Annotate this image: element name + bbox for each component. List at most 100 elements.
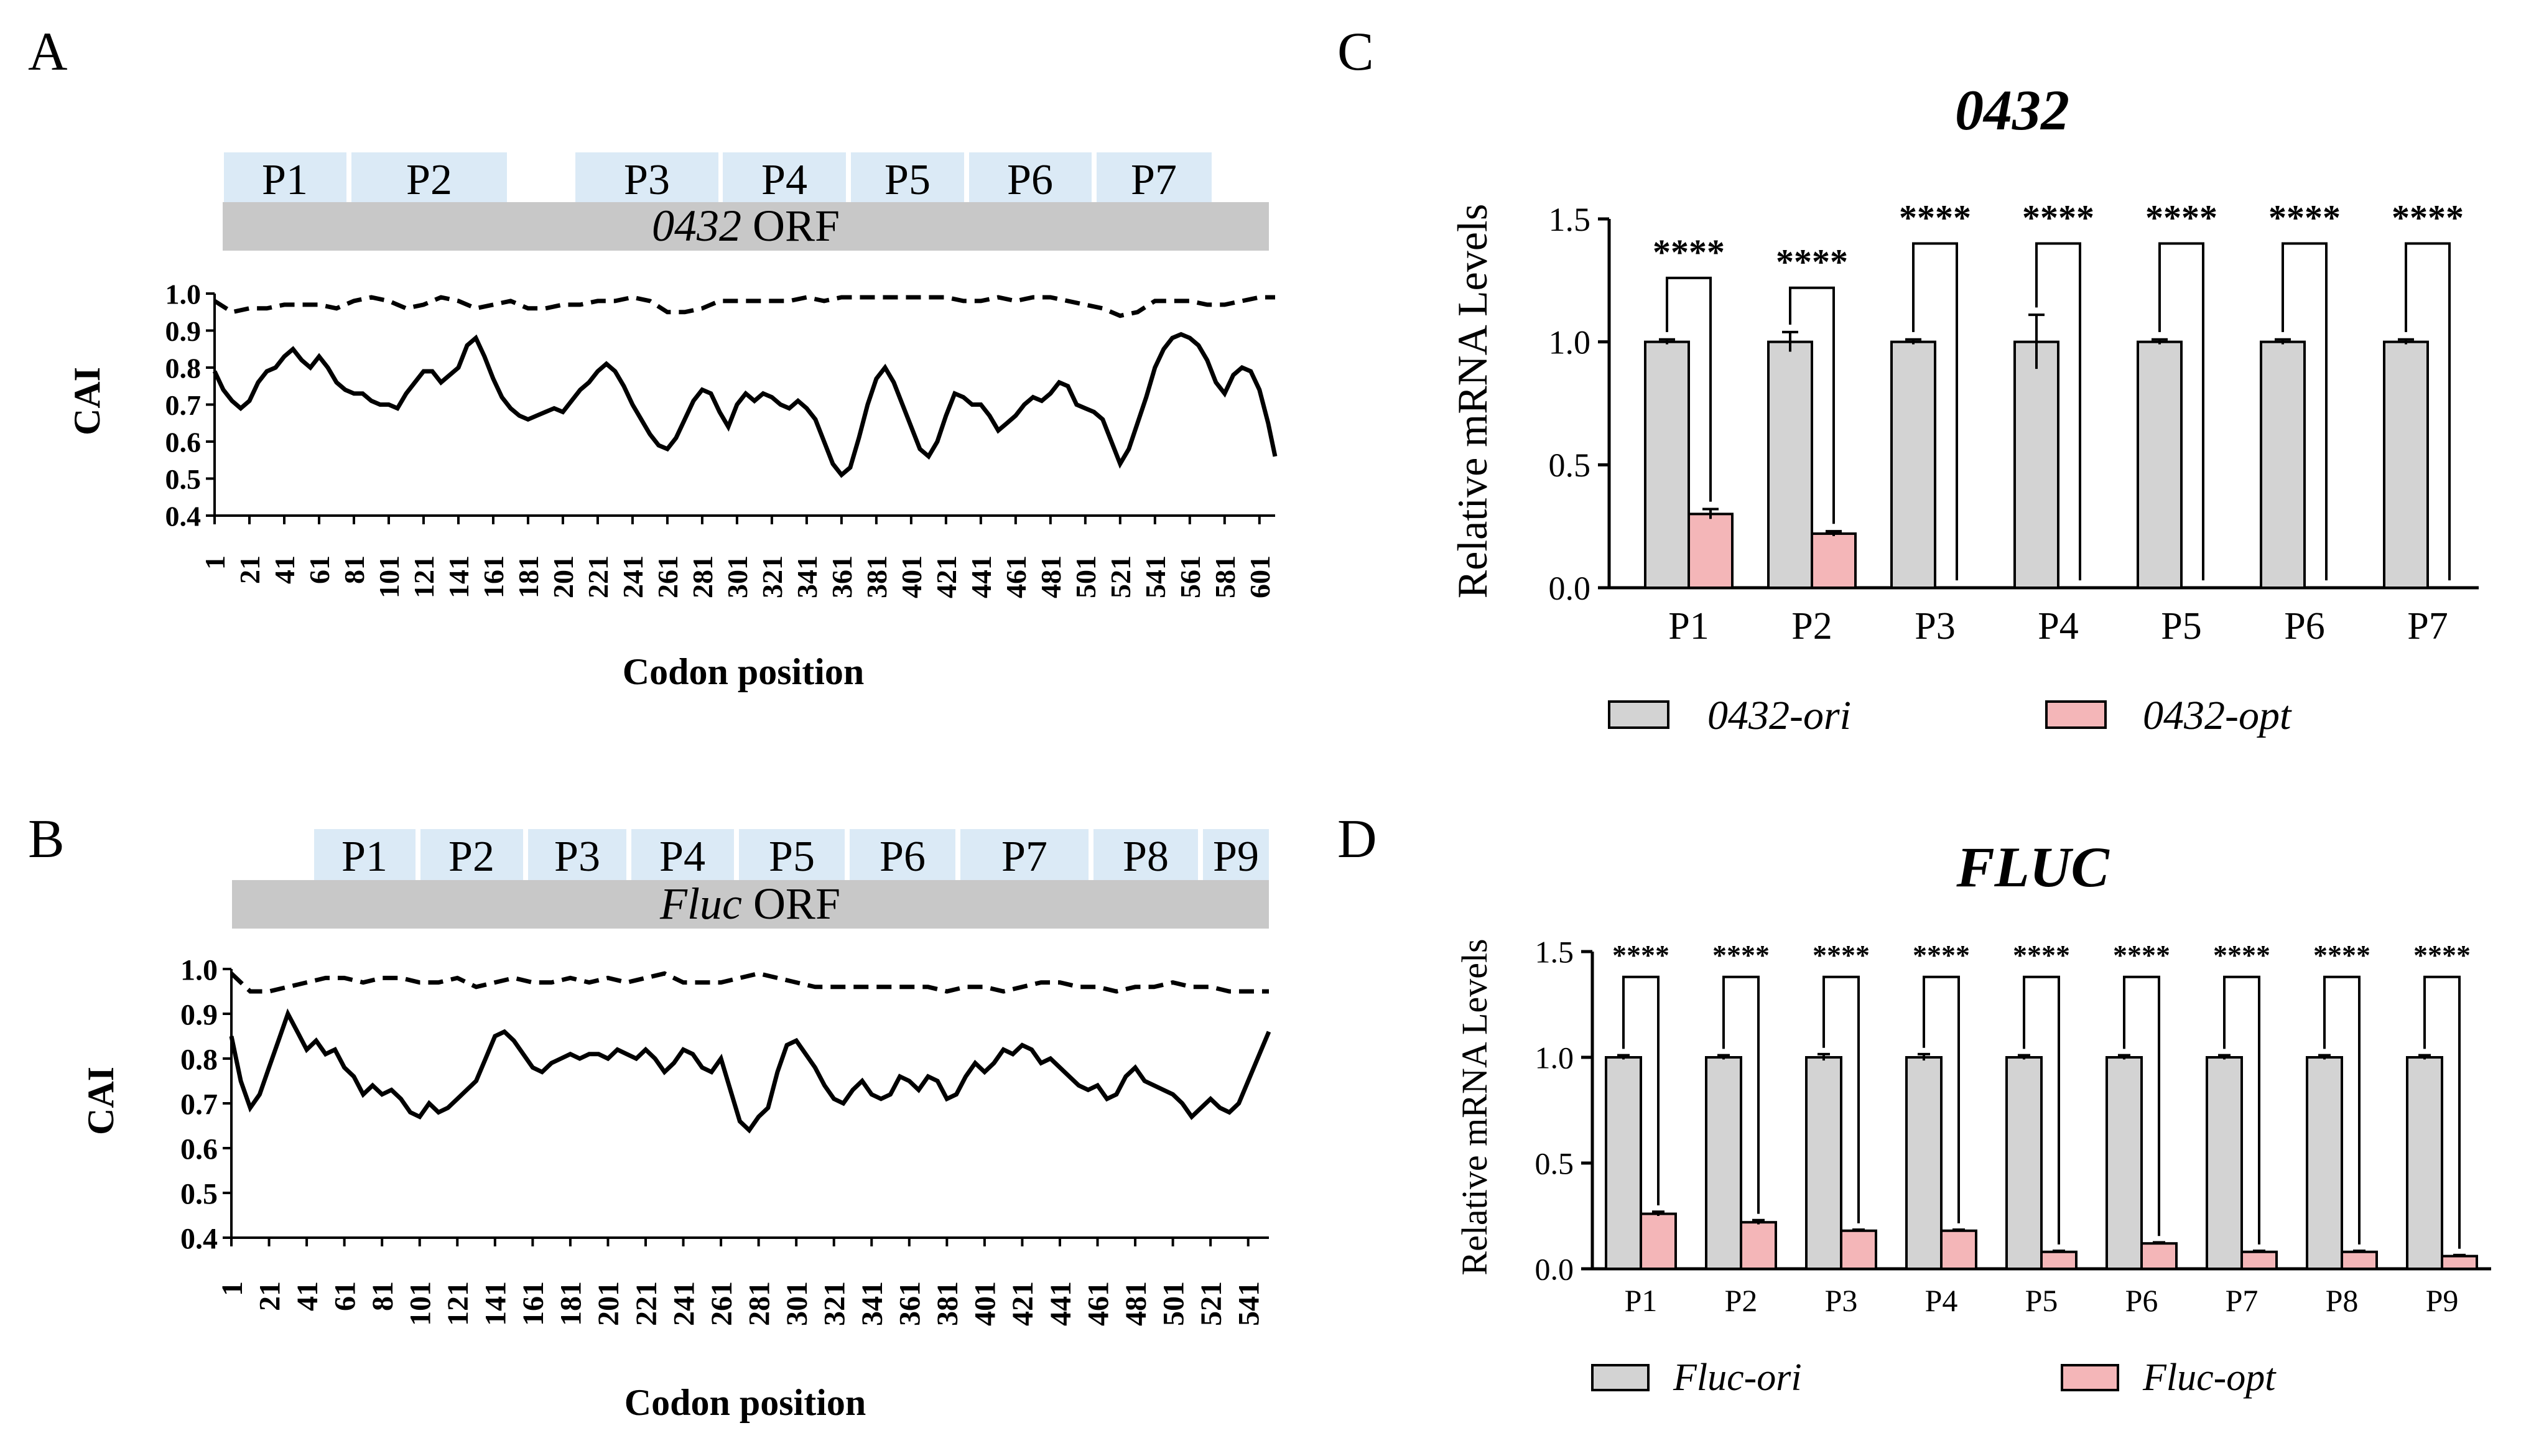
significance-label: **** (2313, 939, 2370, 971)
x-tick-label: 261 (705, 1281, 738, 1326)
bar-ori (2206, 1056, 2243, 1270)
bar-ori (1805, 1056, 1842, 1270)
x-tick-label: 441 (965, 555, 997, 598)
x-tick-label: 1 (216, 1281, 249, 1296)
cai-line-optimized (230, 971, 1269, 994)
panel-label-a: A (28, 22, 68, 82)
y-tick-label: 0.4 (165, 501, 202, 532)
x-tick-label: 181 (513, 555, 544, 598)
chart-title: FLUC (1956, 835, 2110, 899)
bar-opt (2341, 1250, 2378, 1271)
significance-label: **** (2213, 939, 2270, 971)
x-tick-label: P3 (1825, 1283, 1858, 1318)
x-tick-label: 41 (269, 555, 300, 584)
segment-label: P1 (341, 833, 388, 881)
x-tick-label: P6 (2284, 605, 2324, 647)
significance-bracket (1923, 975, 1960, 1223)
orf-bar (223, 202, 1269, 251)
segment-box (960, 829, 1089, 880)
bar-ori (1644, 340, 1690, 590)
segment-box (575, 152, 718, 203)
y-tick-label: 0.9 (180, 998, 218, 1031)
bar-ori (1905, 1056, 1943, 1270)
x-tick-label: 541 (1233, 1281, 1266, 1326)
significance-label: **** (1813, 939, 1870, 971)
x-tick-label: 161 (517, 1281, 550, 1326)
significance-bracket (2223, 975, 2260, 1245)
x-tick-label: 141 (443, 555, 475, 598)
x-tick-label: 241 (617, 555, 649, 598)
panel-d-bars (1605, 1052, 2478, 1271)
y-tick-label: 0.8 (180, 1043, 218, 1076)
y-tick-label: 0.6 (165, 427, 202, 458)
segment-label: P9 (1213, 833, 1259, 881)
bar-opt (1688, 512, 1734, 590)
x-tick-label: 561 (1174, 555, 1206, 598)
x-tick-label: 81 (338, 555, 370, 584)
cai-line-original (212, 332, 1278, 478)
x-tick-label: 481 (1120, 1281, 1153, 1326)
y-tick-label: 0.7 (180, 1088, 218, 1121)
panel-b-x-ticks: 1 21 41 61 81 101 121 141 161 181 201 221 241 261 281 3… (216, 1238, 1266, 1326)
panel-d-significance: **** **** **** **** **** **** **** **** **** (1612, 939, 2471, 1249)
bar-opt (2441, 1254, 2478, 1270)
bar-ori (1605, 1056, 1642, 1270)
bar-opt (1640, 1212, 1677, 1270)
legend-swatch-opt (2045, 700, 2107, 729)
segment-label: P3 (554, 833, 600, 881)
segment-box (314, 829, 416, 880)
bar-ori (1890, 340, 1936, 590)
x-tick-label: 321 (756, 555, 788, 598)
x-tick-label: 201 (592, 1281, 625, 1326)
segment-label: P7 (1131, 156, 1177, 204)
x-tick-label: 321 (819, 1281, 852, 1326)
y-tick-label: 0.7 (165, 389, 202, 421)
y-tick-label: 0.4 (180, 1222, 218, 1255)
x-tick-label: 281 (687, 555, 718, 598)
legend-swatch-opt (2061, 1364, 2119, 1391)
y-tick-label: 0.0 (1549, 570, 1591, 607)
panel-b-cai-plot: P1 P2 P3 P4 P5 P6 P7 P8 P9 Fluc ORF 0.4 0… (80, 829, 1271, 1423)
segment-box (1203, 829, 1269, 880)
x-tick-label: 121 (408, 555, 440, 598)
significance-bracket (1789, 286, 1835, 524)
cai-line-optimized (213, 295, 1275, 318)
x-tick-label: 301 (722, 555, 753, 598)
orf-label: Fluc ORF (659, 879, 840, 929)
segment-label: P4 (659, 833, 705, 881)
legend-label-ori: 0432-ori (1707, 693, 1851, 738)
significance-bracket (2405, 242, 2451, 581)
y-tick-label: 0.6 (180, 1133, 218, 1166)
panel-c-bars (1644, 313, 2429, 590)
y-tick-label: 1.0 (1549, 324, 1591, 361)
x-tick-label: 521 (1195, 1281, 1228, 1326)
bar-ori (2005, 1056, 2043, 1270)
bar-ori (2105, 1056, 2143, 1270)
x-tick-label: 401 (969, 1281, 1002, 1326)
x-tick-label: 441 (1044, 1281, 1077, 1326)
x-tick-label: 161 (478, 555, 509, 598)
significance-label: **** (2392, 198, 2464, 238)
panel-b-segment-map: P1 P2 P3 P4 P5 P6 P7 P8 P9 (314, 829, 1269, 881)
x-tick-label: 221 (582, 555, 614, 598)
significance-bracket (2282, 242, 2328, 581)
x-tick-label: 401 (896, 555, 927, 598)
segment-label: P1 (262, 156, 308, 204)
x-tick-label: P7 (2226, 1283, 2259, 1318)
x-tick-label: P6 (2125, 1283, 2158, 1318)
bar-ori (2013, 340, 2059, 590)
panel-label-d: D (1337, 809, 1377, 869)
bar-opt (1940, 1229, 1977, 1271)
bar-ori (2260, 340, 2306, 590)
bar-opt (2040, 1250, 2078, 1271)
bar-ori (2306, 1056, 2343, 1270)
x-tick-label: 381 (861, 555, 893, 598)
segment-label: P3 (624, 156, 670, 204)
panel-d-bar-chart: FLUC Relative mRNA Levels 0.0 0.5 1.0 1.5 *… (1454, 835, 2491, 1399)
panel-d-legend: Fluc-ori Fluc-opt (1591, 1356, 2277, 1399)
bar-ori (1767, 340, 1813, 590)
x-tick-label: P3 (1915, 605, 1955, 647)
x-tick-label: 461 (1082, 1281, 1115, 1326)
x-tick-label: 341 (856, 1281, 889, 1326)
